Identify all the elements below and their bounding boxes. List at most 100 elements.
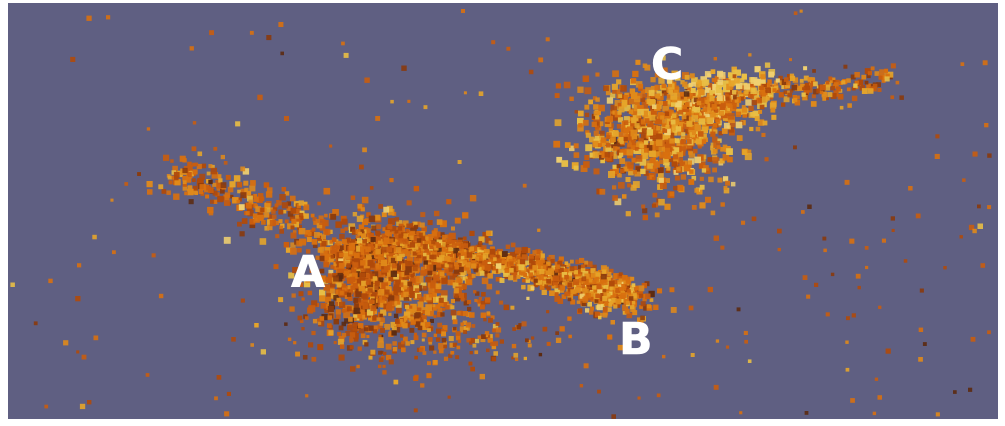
- particle: [724, 92, 729, 97]
- particle: [367, 243, 373, 250]
- particle: [542, 326, 548, 332]
- particle: [814, 282, 819, 287]
- particle: [379, 263, 386, 270]
- particle: [426, 373, 432, 379]
- particle: [639, 293, 644, 298]
- particle: [356, 298, 361, 303]
- particle: [744, 153, 752, 161]
- particle: [674, 138, 680, 144]
- particle: [602, 286, 606, 291]
- particle: [564, 281, 570, 286]
- particle: [591, 113, 597, 119]
- particle: [627, 142, 632, 147]
- particle: [526, 296, 530, 300]
- particle: [452, 273, 457, 278]
- particle: [688, 82, 693, 87]
- particle: [630, 306, 636, 312]
- particle-scene[interactable]: A B C: [8, 3, 998, 419]
- particle: [695, 138, 702, 145]
- particle: [573, 266, 578, 271]
- particle: [968, 224, 975, 231]
- particle: [350, 285, 356, 291]
- particle: [416, 253, 421, 259]
- particle: [212, 190, 218, 196]
- particle: [324, 213, 328, 218]
- render-area[interactable]: A B C: [8, 3, 998, 419]
- particle: [328, 229, 333, 234]
- particle: [611, 113, 618, 121]
- particle: [249, 30, 254, 35]
- particle: [247, 195, 253, 202]
- particle: [653, 144, 659, 151]
- particle: [337, 331, 342, 336]
- particle: [341, 239, 347, 245]
- particle: [629, 88, 636, 94]
- particle: [689, 169, 694, 174]
- particle: [652, 104, 657, 109]
- particle: [437, 252, 441, 256]
- particle: [352, 332, 359, 340]
- particle: [509, 267, 514, 273]
- particle: [223, 161, 228, 165]
- particle: [301, 297, 305, 301]
- particle: [409, 231, 414, 236]
- particle: [686, 121, 693, 127]
- particle: [681, 100, 686, 105]
- particle: [301, 327, 305, 331]
- particle: [691, 205, 697, 210]
- particle: [546, 256, 551, 261]
- particle: [479, 373, 485, 380]
- particle: [623, 132, 629, 138]
- particle: [447, 254, 453, 260]
- particle: [402, 222, 408, 228]
- particle: [453, 267, 461, 274]
- particle: [722, 113, 728, 119]
- particle: [465, 278, 473, 286]
- particle: [720, 102, 726, 108]
- particle: [799, 9, 803, 13]
- particle: [748, 105, 754, 112]
- particle: [637, 105, 644, 112]
- particle: [777, 228, 782, 234]
- particle: [474, 298, 478, 303]
- particle: [418, 244, 425, 251]
- particle: [674, 92, 682, 100]
- particle: [366, 212, 371, 217]
- particle: [450, 257, 456, 263]
- particle: [557, 261, 562, 266]
- particle: [851, 95, 858, 102]
- particle: [653, 304, 659, 310]
- particle: [536, 270, 541, 275]
- particle: [798, 85, 804, 91]
- particle: [253, 196, 259, 202]
- particle: [382, 364, 386, 368]
- particle: [311, 227, 316, 232]
- particle: [377, 324, 383, 330]
- particle: [484, 248, 490, 255]
- particle: [584, 104, 590, 110]
- particle: [532, 265, 538, 271]
- particle: [604, 301, 610, 307]
- particle: [338, 354, 345, 361]
- particle: [351, 272, 358, 279]
- particle: [459, 326, 466, 333]
- particle: [292, 267, 299, 274]
- particle: [641, 110, 649, 117]
- particle: [329, 239, 334, 244]
- particle: [667, 83, 672, 88]
- particle: [456, 239, 463, 246]
- particle: [719, 111, 725, 116]
- particle: [722, 154, 730, 161]
- particle: [463, 329, 468, 334]
- particle: [594, 298, 599, 303]
- particle: [210, 167, 218, 175]
- particle: [617, 273, 624, 280]
- particle: [271, 214, 277, 220]
- particle: [468, 361, 473, 366]
- particle: [440, 220, 447, 228]
- particle: [581, 286, 588, 292]
- particle: [577, 117, 584, 125]
- particle: [436, 262, 442, 268]
- particle: [179, 155, 186, 162]
- particle: [359, 164, 364, 170]
